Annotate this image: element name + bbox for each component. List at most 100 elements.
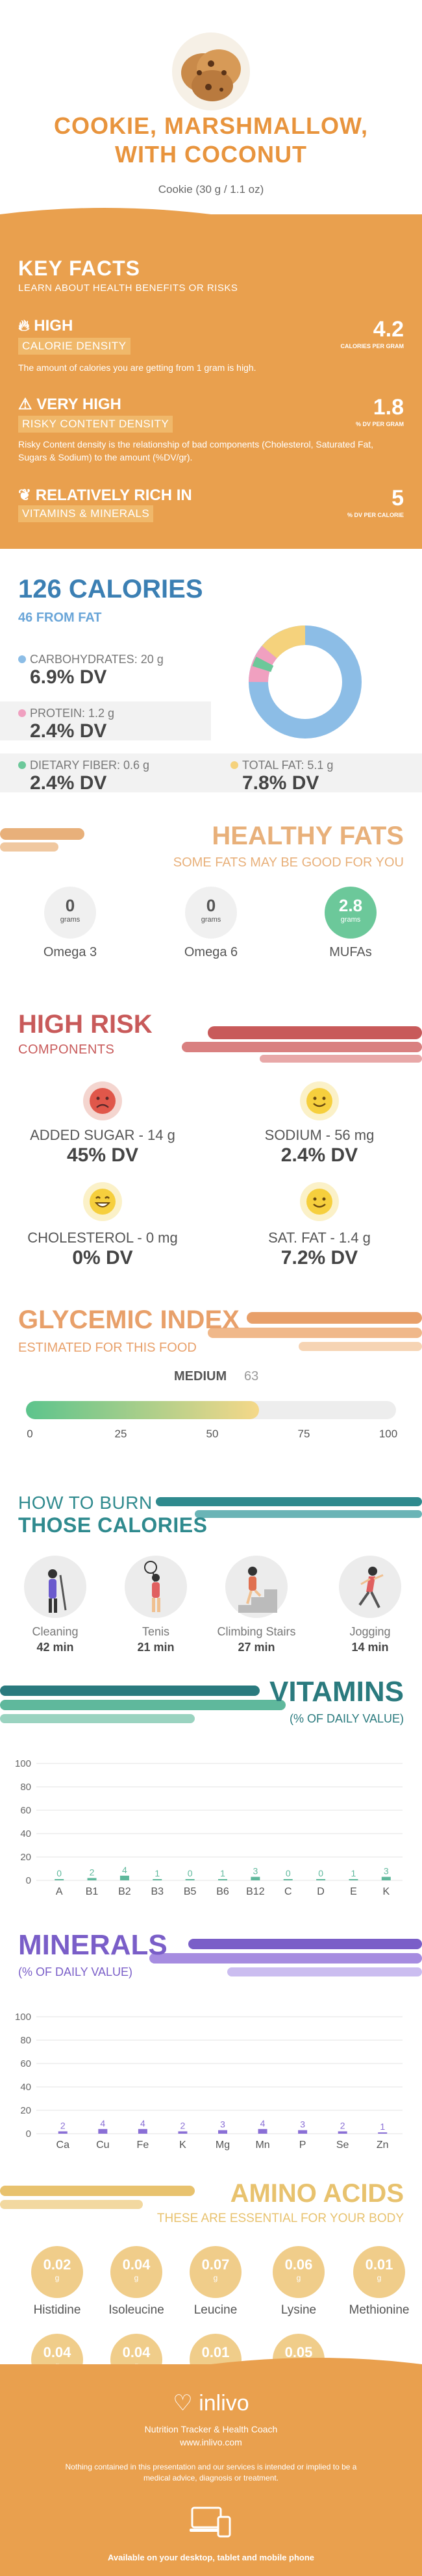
vitamin-category-label: D [317, 1886, 325, 1897]
mineral-value-label: 2 [60, 2120, 66, 2130]
stairs-icon [225, 1556, 288, 1618]
activity-minutes: 21 min [137, 1641, 175, 1654]
nutrient-dv: 7.8% DV [242, 772, 319, 794]
vitamin-bar [316, 1879, 326, 1880]
vitamin-value-label: 0 [188, 1868, 193, 1878]
brand-url[interactable]: www.inlivo.com [180, 2437, 242, 2447]
healthy-fats-title: HEALTHY FATS [212, 822, 404, 850]
mufa-circle: 2.8 grams [325, 887, 377, 939]
section-decoration [156, 1497, 422, 1518]
vitamin-ytick-label: 80 [20, 1782, 31, 1793]
amino-acid-label: Lysine [280, 2303, 317, 2317]
section-divider [0, 2358, 422, 2377]
vitamin-value-label: 3 [253, 1866, 258, 1876]
vitamin-ytick-label: 40 [20, 1828, 31, 1839]
section-decoration [0, 2186, 195, 2209]
amino-acid-value: 0.04 [122, 2344, 151, 2360]
amino-acid-circle: 0.07 g [190, 2246, 242, 2298]
serving-size: Cookie (30 g / 1.1 oz) [158, 183, 264, 196]
risk-dv: 0% DV [72, 1247, 133, 1269]
glycemic-value: 63 [244, 1369, 259, 1383]
fact-description: The amount of calories you are getting f… [18, 362, 256, 373]
fact-sublabel: RISKY CONTENT DENSITY [18, 416, 173, 433]
vitamin-bar [87, 1878, 97, 1880]
vitamins-title: VITAMINS [269, 1676, 404, 1708]
risk-dv: 2.4% DV [280, 1144, 358, 1166]
vitamin-bar [283, 1879, 293, 1880]
burn-title-bold: THOSE CALORIES [18, 1513, 208, 1537]
calories-title: 126 CALORIES [18, 575, 203, 603]
vitamin-ytick-label: 60 [20, 1805, 31, 1816]
amino-acid-value: 0.04 [122, 2256, 151, 2273]
fact-unit: % DV PER CALORIE [347, 512, 404, 518]
vitamin-value-label: 1 [220, 1868, 225, 1878]
minerals-subtitle: (% OF DAILY VALUE) [18, 1965, 133, 1978]
amino-acids-subtitle: THESE ARE ESSENTIAL FOR YOUR BODY [156, 2212, 404, 2225]
key-facts-section: KEY FACTS LEARN ABOUT HEALTH BENEFITS OR… [0, 208, 422, 549]
vitamin-bar [218, 1879, 227, 1880]
vitamin-category-label: E [350, 1886, 357, 1897]
vitamin-ytick-label: 100 [15, 1758, 31, 1769]
sad-face-icon [83, 1081, 122, 1120]
section-decoration [182, 1026, 422, 1063]
carbs-dot [18, 655, 26, 663]
amino-acid-unit: g [296, 2273, 301, 2282]
mineral-ytick-label: 20 [20, 2105, 31, 2116]
vitamin-category-label: A [56, 1886, 63, 1897]
fact-value: 1.8 [373, 395, 404, 420]
risk-label: SODIUM - 56 mg [264, 1127, 375, 1143]
fact-value: 5 [391, 486, 404, 511]
amino-acid-unit: g [213, 2273, 218, 2282]
mineral-value-label: 3 [300, 2119, 305, 2130]
risk-label: ADDED SUGAR - 14 g [30, 1127, 175, 1143]
omega3-value: 0 [65, 896, 75, 915]
key-facts-subtitle: LEARN ABOUT HEALTH BENEFITS OR RISKS [18, 283, 238, 294]
minerals-bar-chart: 0 20 40 60 80 100 2 Ca 4 Cu 4 Fe 2 K 3 Mg 4 Mn 3 P 2 Se 1 Zn [15, 2012, 403, 2151]
nutrient-label: CARBOHYDRATES: 20 g [18, 653, 164, 666]
section-decoration [0, 828, 84, 852]
omega6-label: Omega 6 [184, 945, 238, 959]
high-risk-subtitle: COMPONENTS [18, 1042, 115, 1057]
warning-icon: ⚠ [18, 396, 32, 413]
brand-logo[interactable]: ♡ inlivo [173, 2391, 249, 2416]
vitamins-subtitle: (% OF DAILY VALUE) [289, 1712, 404, 1725]
activity-label: Tenis [142, 1625, 170, 1638]
glycemic-tick: 75 [297, 1428, 310, 1440]
key-facts-title: KEY FACTS [18, 257, 140, 280]
vitamin-value-label: 0 [286, 1868, 291, 1878]
mineral-bar [258, 2128, 267, 2134]
mineral-value-label: 4 [100, 2118, 105, 2128]
risk-dv: 7.2% DV [280, 1247, 358, 1269]
grin-face-icon [83, 1182, 122, 1221]
fiber-slice [252, 657, 274, 672]
row-background [0, 701, 211, 740]
vitamin-value-label: 0 [318, 1868, 323, 1878]
nutrient-label: DIETARY FIBER: 0.6 g [18, 759, 149, 772]
glycemic-tick: 50 [206, 1428, 219, 1440]
fat-slice [262, 625, 306, 659]
activity-label: Jogging [349, 1625, 391, 1638]
fact-sublabel: CALORIE DENSITY [18, 338, 130, 355]
vitamin-bar [381, 1876, 391, 1880]
section-decoration [0, 1686, 286, 1723]
mineral-category-label: Zn [377, 2140, 389, 2151]
vitamin-category-label: K [382, 1886, 390, 1897]
vitamin-value-label: 1 [155, 1868, 160, 1878]
row-background [0, 753, 422, 792]
amino-acid-unit: g [55, 2273, 60, 2282]
omega3-unit: grams [60, 916, 81, 924]
glycemic-title: GLYCEMIC INDEX [18, 1306, 240, 1334]
amino-acid-value: 0.07 [201, 2256, 230, 2273]
mineral-bar [298, 2130, 308, 2134]
mufa-value: 2.8 [338, 896, 363, 915]
amino-acid-label: Methionine [349, 2303, 410, 2317]
mineral-value-label: 2 [180, 2120, 186, 2130]
leaf-icon: ❦ [18, 486, 32, 504]
mineral-category-label: Se [336, 2140, 349, 2151]
vitamin-category-label: B12 [246, 1886, 265, 1897]
activity-label: Climbing Stairs [217, 1625, 296, 1638]
healthy-fats-subtitle: SOME FATS MAY BE GOOD FOR YOU [173, 855, 404, 870]
mineral-ytick-label: 40 [20, 2082, 31, 2093]
